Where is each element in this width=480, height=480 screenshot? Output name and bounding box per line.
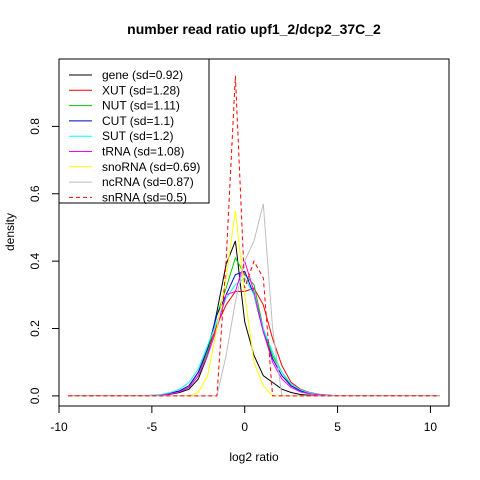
y-axis: 0.0 0.2 0.4 0.6 0.8 — [28, 118, 60, 404]
x-tick-label: -10 — [50, 420, 68, 434]
x-tick-label: 5 — [334, 420, 341, 434]
y-tick-label: 0.4 — [28, 252, 42, 269]
y-tick-label: 0.0 — [28, 387, 42, 404]
series-line — [68, 203, 440, 397]
series-line — [68, 240, 440, 397]
x-tick-label: -5 — [147, 420, 158, 434]
chart-title: number read ratio upf1_2/dcp2_37C_2 — [127, 21, 381, 37]
legend-label: gene (sd=0.92) — [102, 68, 183, 82]
legend-label: ncRNA (sd=0.87) — [102, 175, 194, 189]
legend-label: tRNA (sd=1.08) — [102, 145, 184, 159]
series-line — [68, 75, 440, 397]
series-line — [68, 256, 440, 397]
legend-label: XUT (sd=1.28) — [102, 83, 180, 97]
x-axis: -10 -5 0 5 10 — [50, 405, 438, 434]
x-tick-label: 0 — [241, 420, 248, 434]
series-line — [68, 287, 440, 397]
y-tick-label: 0.2 — [28, 320, 42, 337]
x-axis-label: log2 ratio — [229, 450, 279, 464]
legend-box — [58, 58, 210, 204]
legend-label: snRNA (sd=0.5) — [102, 190, 187, 204]
legend: gene (sd=0.92)XUT (sd=1.28) NUT (sd=1.11)… — [58, 58, 210, 204]
y-axis-label: density — [3, 213, 17, 251]
legend-label: NUT (sd=1.11) — [102, 99, 180, 113]
series-line — [68, 270, 440, 397]
series-line — [68, 277, 440, 397]
legend-label: CUT (sd=1.1) — [102, 114, 174, 128]
y-tick-label: 0.6 — [28, 185, 42, 202]
series-line — [68, 259, 440, 397]
legend-label: SUT (sd=1.2) — [102, 129, 173, 143]
series-line — [68, 210, 440, 397]
y-tick-label: 0.8 — [28, 118, 42, 135]
series-lines — [68, 75, 440, 397]
legend-label: snoRNA (sd=0.69) — [102, 160, 200, 174]
x-tick-label: 10 — [424, 420, 438, 434]
